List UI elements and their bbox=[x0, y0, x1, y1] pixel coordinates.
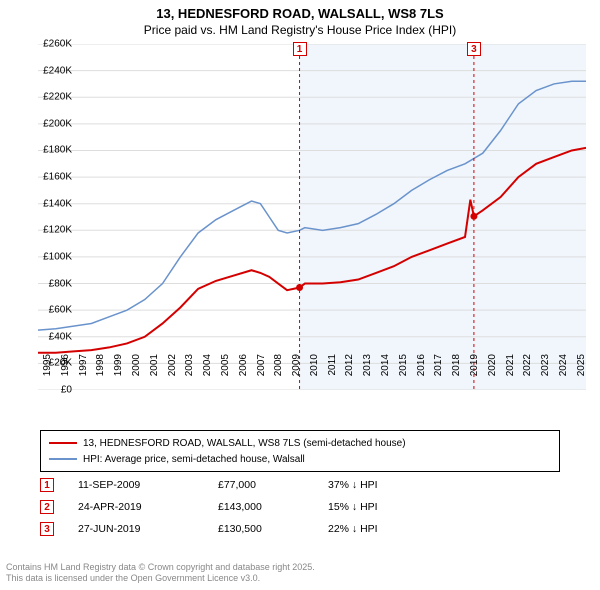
footer-line2: This data is licensed under the Open Gov… bbox=[6, 573, 315, 584]
xtick-label: 2008 bbox=[273, 354, 284, 394]
xtick-label: 1998 bbox=[95, 354, 106, 394]
sales-diff: 37% ↓ HPI bbox=[328, 479, 438, 491]
ytick-label: £40K bbox=[38, 331, 72, 342]
xtick-label: 2010 bbox=[309, 354, 320, 394]
legend-row: 13, HEDNESFORD ROAD, WALSALL, WS8 7LS (s… bbox=[49, 435, 551, 451]
xtick-label: 2021 bbox=[505, 354, 516, 394]
legend-swatch-0 bbox=[49, 442, 77, 444]
xtick-label: 2017 bbox=[433, 354, 444, 394]
xtick-label: 2019 bbox=[469, 354, 480, 394]
sales-diff: 22% ↓ HPI bbox=[328, 523, 438, 535]
xtick-label: 2000 bbox=[131, 354, 142, 394]
ytick-label: £220K bbox=[38, 92, 72, 103]
legend: 13, HEDNESFORD ROAD, WALSALL, WS8 7LS (s… bbox=[40, 430, 560, 472]
legend-label-1: HPI: Average price, semi-detached house,… bbox=[83, 454, 305, 465]
xtick-label: 2012 bbox=[344, 354, 355, 394]
sale-marker-box: 3 bbox=[467, 42, 481, 56]
sales-marker: 3 bbox=[40, 522, 54, 536]
ytick-label: £160K bbox=[38, 172, 72, 183]
sales-price: £143,000 bbox=[218, 501, 328, 513]
sales-date: 27-JUN-2019 bbox=[78, 523, 218, 535]
xtick-label: 2001 bbox=[149, 354, 160, 394]
sales-marker: 2 bbox=[40, 500, 54, 514]
xtick-label: 1997 bbox=[78, 354, 89, 394]
ytick-label: £140K bbox=[38, 198, 72, 209]
sale-marker-box: 1 bbox=[293, 42, 307, 56]
xtick-label: 2023 bbox=[540, 354, 551, 394]
xtick-label: 2025 bbox=[576, 354, 587, 394]
xtick-label: 2020 bbox=[487, 354, 498, 394]
footer-line1: Contains HM Land Registry data © Crown c… bbox=[6, 562, 315, 573]
sales-table: 1 11-SEP-2009 £77,000 37% ↓ HPI2 24-APR-… bbox=[40, 474, 560, 540]
sales-row: 3 27-JUN-2019 £130,500 22% ↓ HPI bbox=[40, 518, 560, 540]
title-line2: Price paid vs. HM Land Registry's House … bbox=[0, 23, 600, 37]
xtick-label: 2004 bbox=[202, 354, 213, 394]
sales-price: £130,500 bbox=[218, 523, 328, 535]
xtick-label: 1999 bbox=[113, 354, 124, 394]
sales-price: £77,000 bbox=[218, 479, 328, 491]
sales-diff: 15% ↓ HPI bbox=[328, 501, 438, 513]
footer: Contains HM Land Registry data © Crown c… bbox=[6, 562, 315, 585]
sales-date: 11-SEP-2009 bbox=[78, 479, 218, 491]
xtick-label: 2009 bbox=[291, 354, 302, 394]
sales-row: 1 11-SEP-2009 £77,000 37% ↓ HPI bbox=[40, 474, 560, 496]
legend-swatch-1 bbox=[49, 458, 77, 460]
xtick-label: 2002 bbox=[167, 354, 178, 394]
sales-marker: 1 bbox=[40, 478, 54, 492]
xtick-label: 2022 bbox=[522, 354, 533, 394]
title-line1: 13, HEDNESFORD ROAD, WALSALL, WS8 7LS bbox=[0, 6, 600, 21]
xtick-label: 2011 bbox=[327, 354, 338, 394]
ytick-label: £80K bbox=[38, 278, 72, 289]
ytick-label: £180K bbox=[38, 145, 72, 156]
xtick-label: 2018 bbox=[451, 354, 462, 394]
ytick-label: £120K bbox=[38, 225, 72, 236]
legend-label-0: 13, HEDNESFORD ROAD, WALSALL, WS8 7LS (s… bbox=[83, 438, 406, 449]
xtick-label: 2013 bbox=[362, 354, 373, 394]
ytick-label: £60K bbox=[38, 305, 72, 316]
sales-row: 2 24-APR-2019 £143,000 15% ↓ HPI bbox=[40, 496, 560, 518]
xtick-label: 2016 bbox=[416, 354, 427, 394]
ytick-label: £240K bbox=[38, 65, 72, 76]
xtick-label: 2003 bbox=[184, 354, 195, 394]
chart-svg bbox=[38, 44, 586, 390]
xtick-label: 2014 bbox=[380, 354, 391, 394]
xtick-label: 2015 bbox=[398, 354, 409, 394]
ytick-label: £100K bbox=[38, 251, 72, 262]
legend-row: HPI: Average price, semi-detached house,… bbox=[49, 451, 551, 467]
chart-titles: 13, HEDNESFORD ROAD, WALSALL, WS8 7LS Pr… bbox=[0, 0, 600, 41]
ytick-label: £200K bbox=[38, 118, 72, 129]
ytick-label: £260K bbox=[38, 39, 72, 50]
sales-date: 24-APR-2019 bbox=[78, 501, 218, 513]
xtick-label: 2007 bbox=[256, 354, 267, 394]
xtick-label: 1995 bbox=[42, 354, 53, 394]
xtick-label: 2024 bbox=[558, 354, 569, 394]
chart-area: £0£20K£40K£60K£80K£100K£120K£140K£160K£1… bbox=[38, 44, 586, 390]
xtick-label: 1996 bbox=[60, 354, 71, 394]
xtick-label: 2005 bbox=[220, 354, 231, 394]
xtick-label: 2006 bbox=[238, 354, 249, 394]
